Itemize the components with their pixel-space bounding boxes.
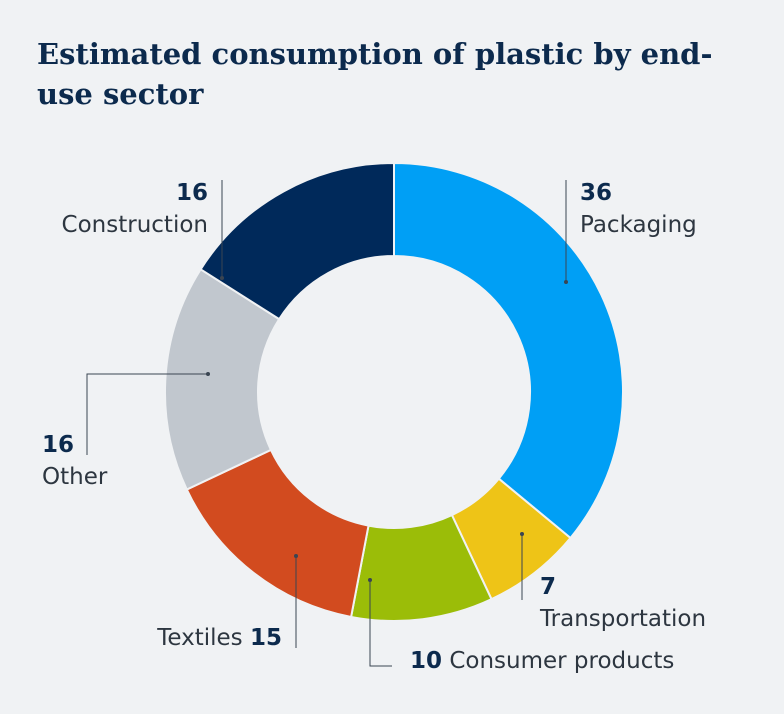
value-label-transportation: 7 [540,574,556,600]
value-label-other: 16 [42,432,74,458]
leader-dot-transportation [520,532,524,536]
slice-label-textiles: Textiles 15 [156,625,282,651]
category-label-textiles: Textiles [156,625,250,651]
value-label-packaging: 36 [580,180,612,206]
chart-title: Estimated consumption of plastic by end-… [37,37,713,111]
leader-lines [86,180,568,667]
value-label-textiles: 15 [250,625,282,651]
leader-line-consumer-products [369,580,392,667]
category-label-other: Other [42,464,108,490]
slice-labels: 36 Packaging 7 Transportation 10 Consumer pr… [42,180,706,674]
value-label-consumer-products: 10 [410,648,442,674]
slice-label-consumer-products: 10 Consumer products [410,648,674,674]
leader-dot-other [206,372,210,376]
category-label-transportation: Transportation [539,606,706,632]
category-label-packaging: Packaging [580,212,697,238]
leader-line-other [86,373,208,455]
leader-dot-textiles [294,554,298,558]
category-label-construction: Construction [62,212,208,238]
leader-dot-consumer-products [368,578,372,582]
slice-construction [199,161,395,321]
donut-slices [164,161,624,622]
leader-dot-construction [220,276,224,280]
category-label-consumer-products: Consumer products [442,648,674,674]
leader-dot-packaging [564,280,568,284]
value-label-construction: 16 [176,180,208,206]
